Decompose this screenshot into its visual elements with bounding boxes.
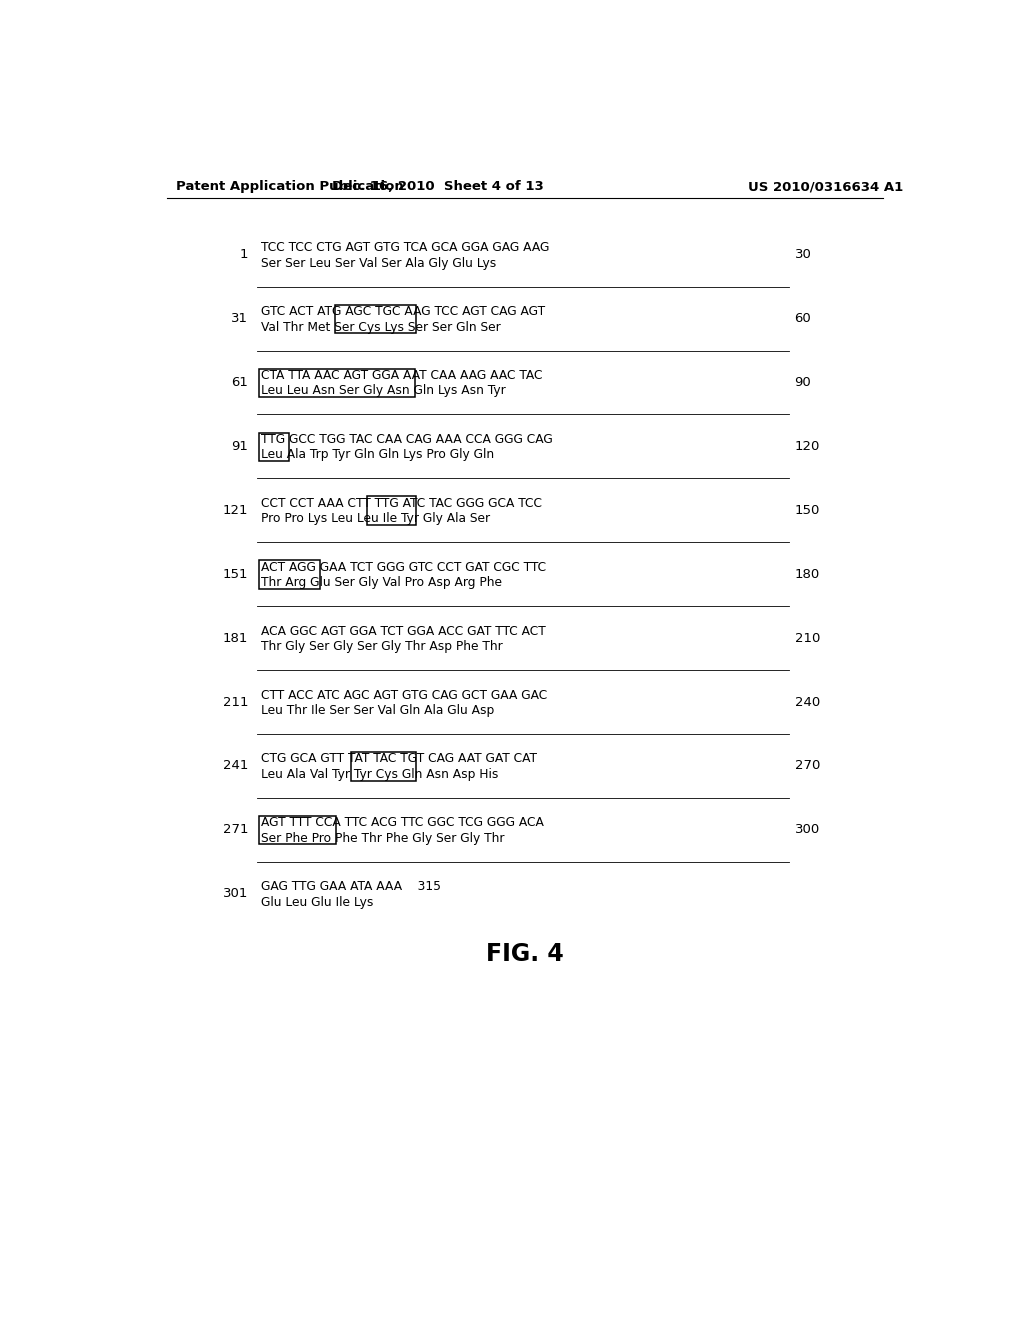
Text: 91: 91 xyxy=(231,440,248,453)
Text: Ser Ser Leu Ser Val Ser Ala Gly Glu Lys: Ser Ser Leu Ser Val Ser Ala Gly Glu Lys xyxy=(261,256,497,269)
Text: 150: 150 xyxy=(795,504,820,517)
Text: 151: 151 xyxy=(222,568,248,581)
Text: TCC TCC CTG AGT GTG TCA GCA GGA GAG AAG: TCC TCC CTG AGT GTG TCA GCA GGA GAG AAG xyxy=(261,242,550,255)
Text: ACT AGG GAA TCT GGG GTC CCT GAT CGC TTC: ACT AGG GAA TCT GGG GTC CCT GAT CGC TTC xyxy=(261,561,547,574)
Text: 121: 121 xyxy=(222,504,248,517)
Text: 181: 181 xyxy=(223,631,248,644)
Text: Glu Leu Glu Ile Lys: Glu Leu Glu Ile Lys xyxy=(261,896,374,908)
Text: CTA TTA AAC AGT GGA AAT CAA AAG AAC TAC: CTA TTA AAC AGT GGA AAT CAA AAG AAC TAC xyxy=(261,370,543,381)
Text: GTC ACT ATG AGC TGC AAG TCC AGT CAG AGT: GTC ACT ATG AGC TGC AAG TCC AGT CAG AGT xyxy=(261,305,546,318)
Text: CTT ACC ATC AGC AGT GTG CAG GCT GAA GAC: CTT ACC ATC AGC AGT GTG CAG GCT GAA GAC xyxy=(261,689,548,702)
Text: CTG GCA GTT TAT TAC TGT CAG AAT GAT CAT: CTG GCA GTT TAT TAC TGT CAG AAT GAT CAT xyxy=(261,752,538,766)
Text: 31: 31 xyxy=(231,312,248,325)
Text: ACA GGC AGT GGA TCT GGA ACC GAT TTC ACT: ACA GGC AGT GGA TCT GGA ACC GAT TTC ACT xyxy=(261,624,546,638)
Text: FIG. 4: FIG. 4 xyxy=(486,941,563,966)
Text: 1: 1 xyxy=(240,248,248,261)
Text: 241: 241 xyxy=(223,759,248,772)
Text: US 2010/0316634 A1: US 2010/0316634 A1 xyxy=(748,181,903,194)
Text: 240: 240 xyxy=(795,696,820,709)
Text: 301: 301 xyxy=(223,887,248,900)
Text: 210: 210 xyxy=(795,631,820,644)
Text: Leu Ala Trp Tyr Gln Gln Lys Pro Gly Gln: Leu Ala Trp Tyr Gln Gln Lys Pro Gly Gln xyxy=(261,449,495,462)
Bar xyxy=(259,433,289,461)
Bar xyxy=(259,561,321,589)
Text: 211: 211 xyxy=(222,696,248,709)
Text: 60: 60 xyxy=(795,312,811,325)
Text: 180: 180 xyxy=(795,568,820,581)
Text: 30: 30 xyxy=(795,248,811,261)
Text: 120: 120 xyxy=(795,440,820,453)
Text: Thr Arg Glu Ser Gly Val Pro Asp Arg Phe: Thr Arg Glu Ser Gly Val Pro Asp Arg Phe xyxy=(261,576,503,589)
Text: 271: 271 xyxy=(222,824,248,837)
Text: Pro Pro Lys Leu Leu Ile Tyr Gly Ala Ser: Pro Pro Lys Leu Leu Ile Tyr Gly Ala Ser xyxy=(261,512,490,525)
Bar xyxy=(335,305,417,333)
Bar xyxy=(259,816,336,845)
Text: 270: 270 xyxy=(795,759,820,772)
Text: AGT TTT CCA TTC ACG TTC GGC TCG GGG ACA: AGT TTT CCA TTC ACG TTC GGC TCG GGG ACA xyxy=(261,816,544,829)
Text: Val Thr Met Ser Cys Lys Ser Ser Gln Ser: Val Thr Met Ser Cys Lys Ser Ser Gln Ser xyxy=(261,321,501,334)
Text: 61: 61 xyxy=(231,376,248,389)
Text: TTG GCC TGG TAC CAA CAG AAA CCA GGG CAG: TTG GCC TGG TAC CAA CAG AAA CCA GGG CAG xyxy=(261,433,553,446)
Text: Thr Gly Ser Gly Ser Gly Thr Asp Phe Thr: Thr Gly Ser Gly Ser Gly Thr Asp Phe Thr xyxy=(261,640,503,653)
Text: Patent Application Publication: Patent Application Publication xyxy=(176,181,403,194)
Bar xyxy=(259,368,415,397)
Bar xyxy=(367,496,417,525)
Text: Leu Thr Ile Ser Ser Val Gln Ala Glu Asp: Leu Thr Ile Ser Ser Val Gln Ala Glu Asp xyxy=(261,704,495,717)
Text: Ser Phe Pro Phe Thr Phe Gly Ser Gly Thr: Ser Phe Pro Phe Thr Phe Gly Ser Gly Thr xyxy=(261,832,505,845)
Bar xyxy=(351,752,417,780)
Text: CCT CCT AAA CTT TTG ATC TAC GGG GCA TCC: CCT CCT AAA CTT TTG ATC TAC GGG GCA TCC xyxy=(261,496,543,510)
Text: Dec. 16, 2010  Sheet 4 of 13: Dec. 16, 2010 Sheet 4 of 13 xyxy=(332,181,544,194)
Text: 300: 300 xyxy=(795,824,820,837)
Text: 90: 90 xyxy=(795,376,811,389)
Text: GAG TTG GAA ATA AAA    315: GAG TTG GAA ATA AAA 315 xyxy=(261,880,441,894)
Text: Leu Ala Val Tyr Tyr Cys Gln Asn Asp His: Leu Ala Val Tyr Tyr Cys Gln Asn Asp His xyxy=(261,768,499,781)
Text: Leu Leu Asn Ser Gly Asn Gln Lys Asn Tyr: Leu Leu Asn Ser Gly Asn Gln Lys Asn Tyr xyxy=(261,384,506,397)
